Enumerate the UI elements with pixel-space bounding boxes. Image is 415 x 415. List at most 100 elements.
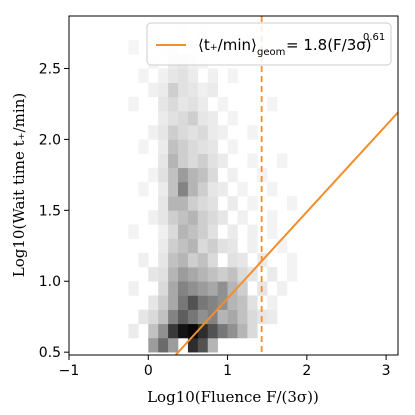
heatmap-cell [148,82,159,98]
heatmap-cell [227,196,238,211]
heatmap-cell [257,167,268,183]
heatmap-cell [158,68,169,83]
heatmap-cell [267,295,278,310]
heatmap-cell [158,167,169,183]
heatmap-cell [178,68,189,83]
heatmap-cell [168,68,179,83]
heatmap-cell [267,309,278,325]
heatmap-cell [247,125,258,140]
heatmap-cell [187,281,199,296]
heatmap-cell [138,68,149,83]
heatmap-cell [207,224,218,239]
legend-label-sub: geom [257,47,285,58]
heatmap-cell [148,267,159,282]
heatmap-cell [168,82,179,98]
heatmap-cell [267,267,278,282]
heatmap-cell [207,267,218,282]
heatmap-cell [197,181,209,197]
heatmap-cell [158,224,169,239]
heatmap-cell [158,267,169,282]
heatmap-cell [158,281,169,296]
heatmap-cell [187,295,199,310]
plot-frame [68,15,399,356]
heatmap-cell [197,111,209,126]
heatmap-cell [277,238,288,254]
heatmap-cell [158,252,169,268]
heatmap-cell [207,111,218,126]
heatmap-cell [237,323,248,339]
heatmap-cell [237,267,248,282]
heatmap-cell [227,139,238,154]
heatmap-cell [178,153,189,169]
heatmap-cell [158,82,169,98]
heatmap-cell [207,337,218,353]
heatmap-cell [158,196,169,211]
heatmap-cell [168,196,179,211]
heatmap-cell [227,68,238,83]
heatmap-cell [187,238,199,254]
heatmap-cell [128,281,139,296]
heatmap-cell [197,125,209,140]
heatmap-cell [277,281,288,296]
heatmap-cell [287,267,298,282]
fit-lines [174,16,398,355]
heatmap-cell [187,309,199,325]
heatmap-cell [217,125,228,140]
heatmap-cell [187,181,199,197]
heatmap-cell [178,323,189,339]
heatmap-cell [207,167,218,183]
heatmap-cell [168,252,179,268]
x-tick-label: 1 [223,363,232,379]
y-axis: 0.5 1.0 1.5 2.0 2.5 [39,61,69,361]
heatmap-cell [128,96,139,112]
heatmap-cell [207,309,218,325]
heatmap-cell [227,281,238,296]
heatmap-cell [168,337,179,353]
heatmap-cell [247,196,258,211]
heatmap-cell [158,309,169,325]
legend: ⟨t₊/min⟩ geom = 1.8(F/3σ) 0.61 [146,22,392,66]
heatmap-cell [168,224,179,239]
heatmap-cell [158,111,169,126]
heatmap-cell [207,68,218,83]
y-tick-label: 2.5 [39,61,61,77]
heatmap-cell [158,125,169,140]
heatmap-cell [197,139,209,154]
heatmap-cell [197,82,209,98]
heatmap-cell [237,181,248,197]
heatmap-cell [247,267,258,282]
heatmap-cell [227,323,238,339]
heatmap-cell [217,323,228,339]
heatmap [128,25,298,353]
heatmap-cell [197,323,209,339]
heatmap-cell [128,40,139,55]
heatmap-cell [158,96,169,112]
heatmap-cell [207,139,218,154]
heatmap-cell [178,281,189,296]
heatmap-cell [158,337,169,353]
heatmap-cell [187,337,199,353]
heatmap-cell [158,153,169,169]
heatmap-cell [207,323,218,339]
heatmap-cell [227,309,238,325]
heatmap-cell [168,323,179,339]
x-axis: −1 0 1 2 3 [59,355,391,379]
heatmap-cell [178,267,189,282]
x-tick-label: 2 [302,363,311,379]
heatmap-cell [207,82,218,98]
heatmap-cell [267,96,278,112]
heatmap-cell [247,295,258,310]
heatmap-cell [168,96,179,112]
heatmap-cell [168,295,179,310]
heatmap-cell [178,196,189,211]
heatmap-cell [187,96,199,112]
heatmap-cell [247,323,258,339]
heatmap-cell [128,224,139,239]
legend-label-prefix: ⟨t₊/min⟩ [198,36,257,54]
y-tick-label: 1.0 [39,274,61,290]
heatmap-cell [187,267,199,282]
heatmap-cell [247,238,258,254]
heatmap-cell [227,238,238,254]
heatmap-cell [178,295,189,310]
